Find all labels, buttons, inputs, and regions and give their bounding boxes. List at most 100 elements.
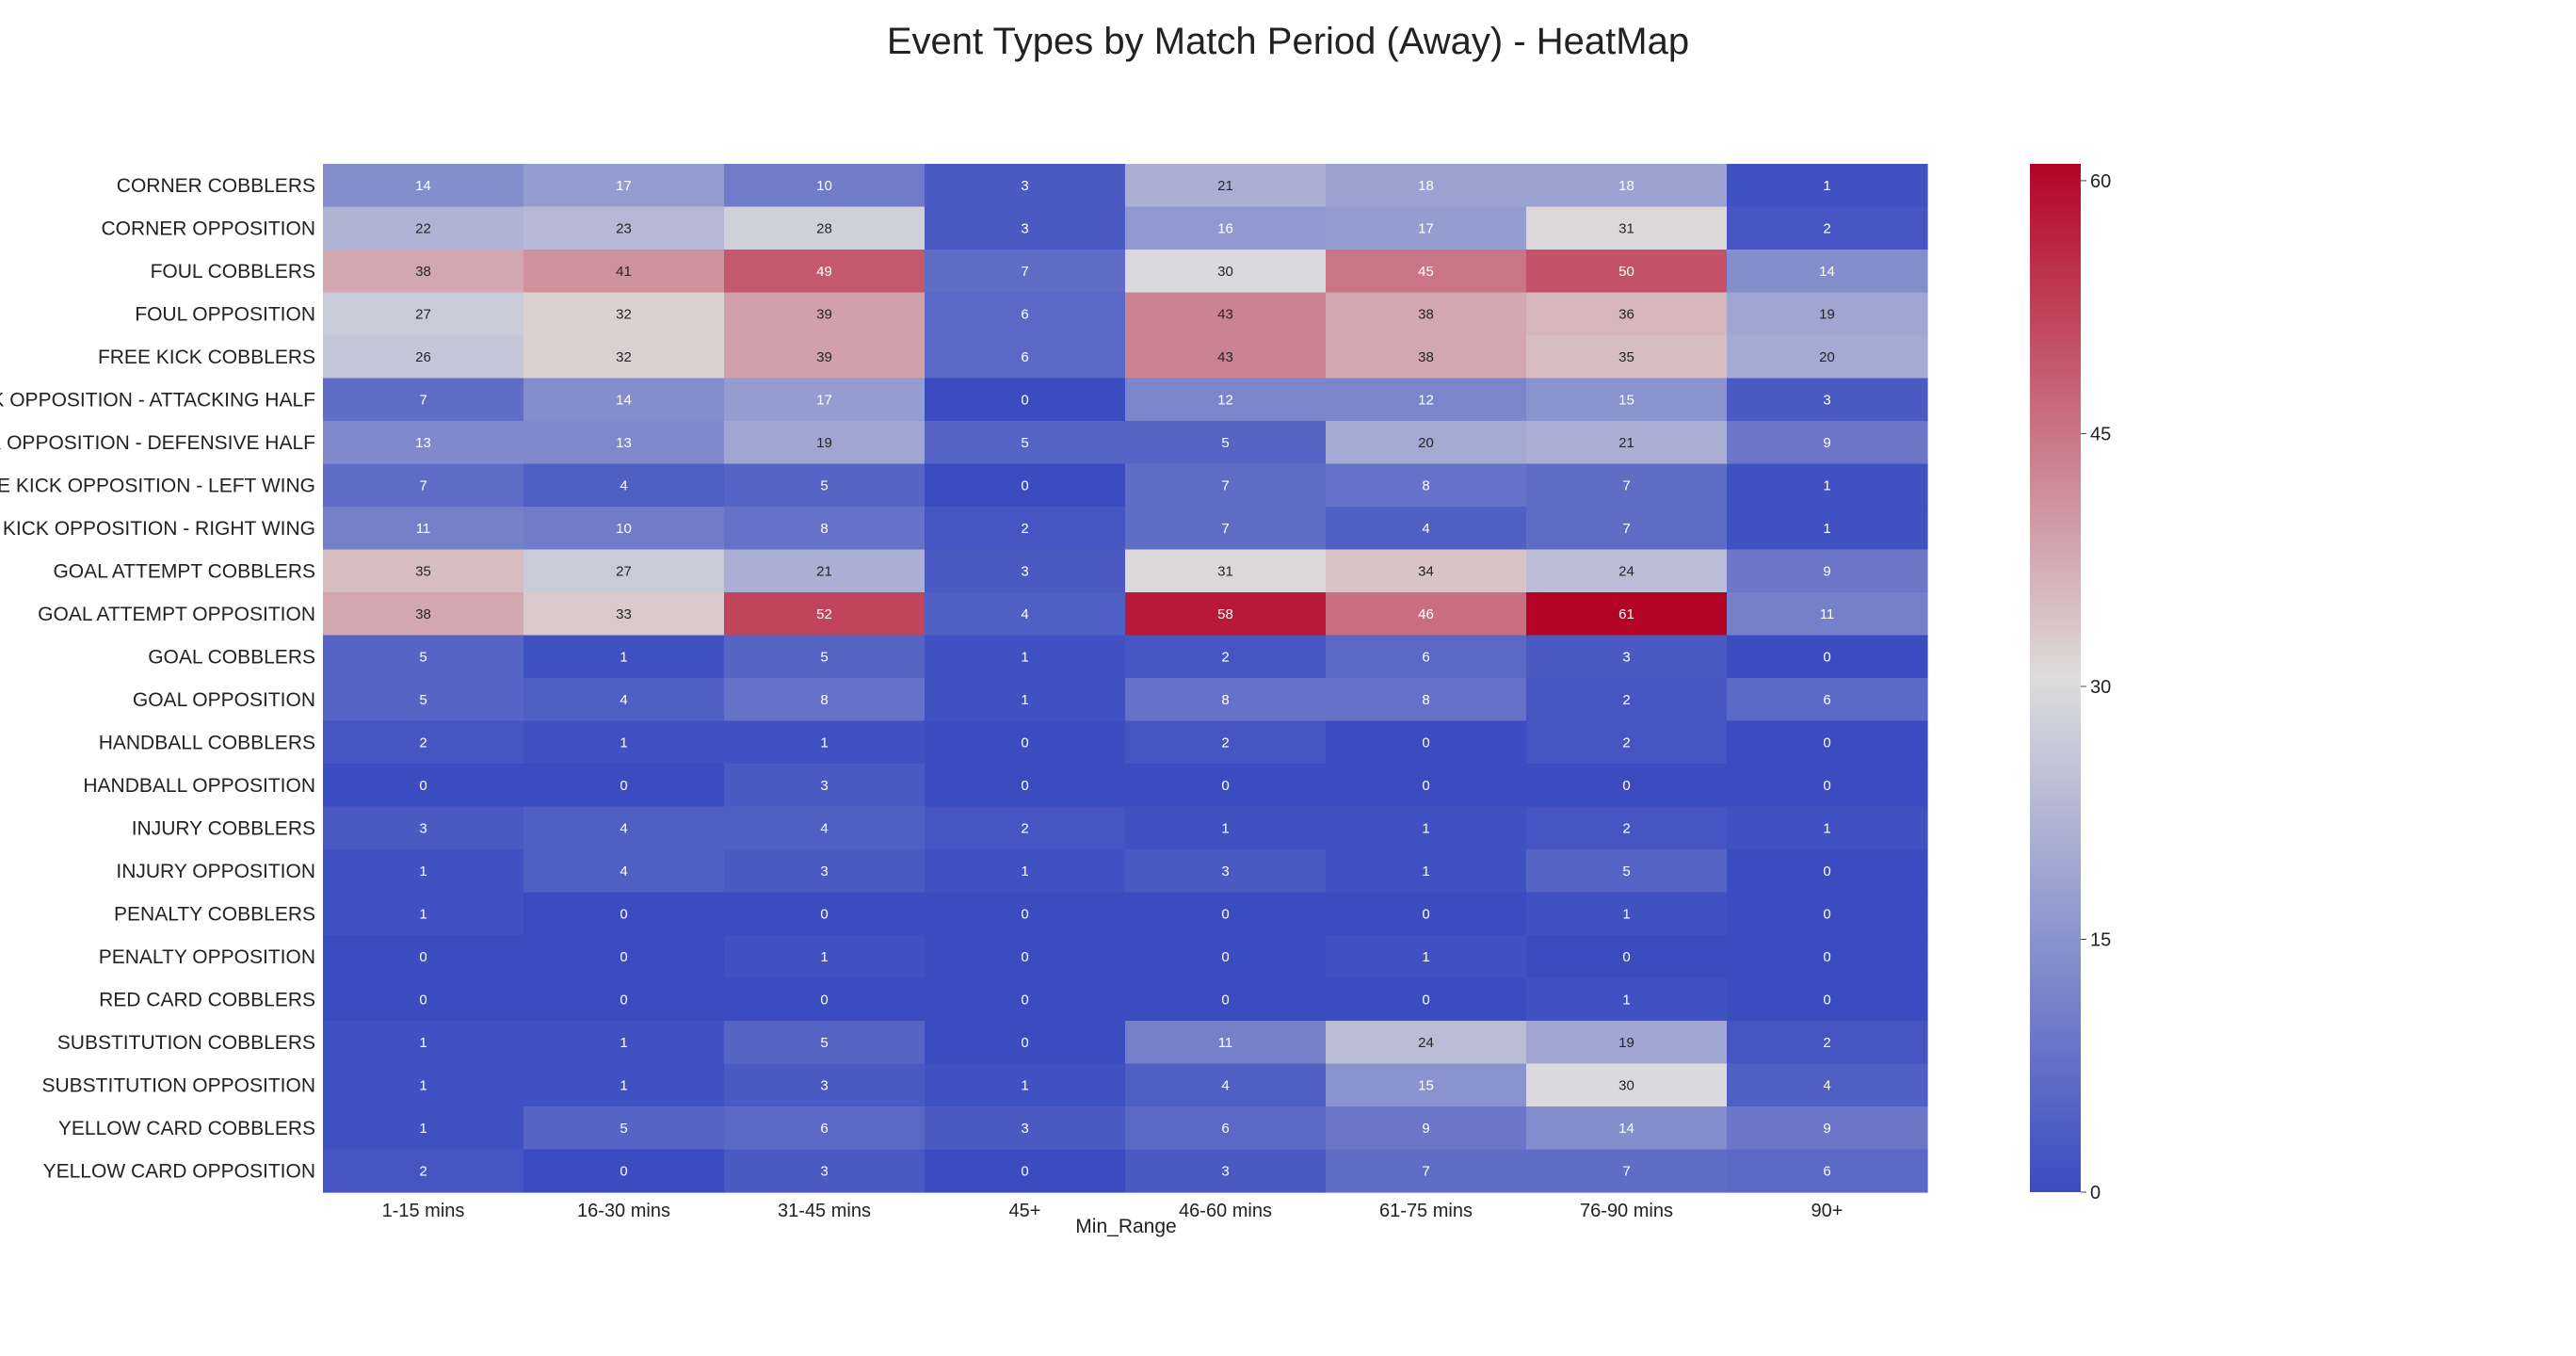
cell-value-label: 6: [1021, 349, 1028, 365]
cell-value-label: 6: [1021, 306, 1028, 322]
cell-value-label: 43: [1217, 349, 1233, 365]
cell-value-label: 0: [620, 949, 627, 965]
cell-value-label: 5: [419, 649, 427, 665]
heatmap-cell: [323, 292, 524, 336]
column-label: 16-30 mins: [577, 1201, 670, 1221]
cell-value-label: 0: [1823, 864, 1830, 880]
heatmap-cell: [1326, 635, 1527, 679]
heatmap-cell: [323, 592, 524, 637]
cell-value-label: 43: [1217, 306, 1233, 322]
cell-value-label: 18: [1418, 178, 1434, 194]
heatmap-cell: [724, 977, 926, 1022]
heatmap-cell: [523, 507, 725, 551]
cell-value-label: 0: [1823, 778, 1830, 794]
heatmap-cell: [925, 250, 1126, 294]
cell-value-label: 13: [415, 435, 431, 451]
heatmap-cell: [1727, 720, 1928, 765]
cell-value-label: 1: [1823, 820, 1830, 836]
cell-value-label: 23: [616, 220, 632, 236]
cell-value-label: 38: [1418, 349, 1434, 365]
heatmap-cell: [1326, 164, 1527, 208]
heatmap-cell: [323, 421, 524, 465]
heatmap-cell: [925, 378, 1126, 422]
cell-value-label: 3: [820, 864, 828, 880]
colorbar-tick-label: 45: [2090, 424, 2111, 444]
heatmap-cell: [1125, 421, 1327, 465]
heatmap-cell: [724, 1021, 926, 1065]
cell-value-label: 2: [1823, 1035, 1830, 1051]
heatmap-cell: [1727, 892, 1928, 936]
heatmap-cell: [1526, 164, 1728, 208]
cell-value-label: 8: [1422, 692, 1429, 708]
heatmap-cell: [323, 164, 524, 208]
cell-value-label: 0: [1021, 906, 1028, 922]
heatmap-cell: [323, 250, 524, 294]
cell-value-label: 0: [620, 992, 627, 1008]
heatmap-cell: [724, 250, 926, 294]
heatmap-cell: [523, 849, 725, 894]
cell-value-label: 2: [1221, 734, 1229, 751]
cell-value-label: 1: [620, 1035, 627, 1051]
cell-value-label: 0: [1622, 949, 1630, 965]
heatmap-cell: [1526, 678, 1728, 722]
heatmap-cell: [1526, 549, 1728, 593]
heatmap-cell: [323, 507, 524, 551]
heatmap-cell: [1125, 250, 1327, 294]
row-label: PENALTY OPPOSITION: [99, 946, 315, 968]
heatmap-cell: [925, 635, 1126, 679]
cell-value-label: 2: [419, 734, 427, 751]
cell-value-label: 0: [1422, 992, 1429, 1008]
cell-value-label: 49: [816, 264, 832, 280]
cell-value-label: 4: [1021, 606, 1028, 622]
cell-value-label: 1: [419, 1121, 427, 1137]
heatmap-cell: [1125, 764, 1327, 808]
heatmap-cell: [1727, 592, 1928, 637]
row-label: CORNER COBBLERS: [117, 175, 315, 197]
cell-value-label: 14: [1819, 264, 1835, 280]
cell-value-label: 2: [1622, 734, 1630, 751]
heatmap-cell: [1125, 977, 1327, 1022]
heatmap-cell: [523, 892, 725, 936]
heatmap-cell: [1727, 935, 1928, 979]
heatmap-cell: [1125, 1063, 1327, 1107]
heatmap-cell: [1125, 206, 1327, 250]
cell-value-label: 19: [1819, 306, 1835, 322]
cell-value-label: 1: [419, 1035, 427, 1051]
chart-title: Event Types by Match Period (Away) - Hea…: [887, 21, 1689, 62]
cell-value-label: 9: [1823, 435, 1830, 451]
heatmap-cell: [925, 849, 1126, 894]
heatmap-cell: [523, 806, 725, 850]
cell-value-label: 28: [816, 220, 832, 236]
heatmap-cell: [1727, 678, 1928, 722]
colorbar-tick-label: 15: [2090, 929, 2111, 950]
cell-value-label: 2: [1823, 220, 1830, 236]
cell-value-label: 7: [1422, 1163, 1429, 1179]
cell-value-label: 3: [1823, 392, 1830, 408]
heatmap-cell: [1727, 292, 1928, 336]
cell-value-label: 36: [1618, 306, 1634, 322]
heatmap-cell: [1727, 250, 1928, 294]
heatmap-cell: [925, 421, 1126, 465]
cell-value-label: 39: [816, 349, 832, 365]
cell-value-label: 38: [1418, 306, 1434, 322]
cell-value-label: 0: [1021, 734, 1028, 751]
heatmap-cell: [523, 635, 725, 679]
heatmap-cell: [724, 764, 926, 808]
heatmap-cell: [1526, 1106, 1728, 1151]
heatmap-cell: [1326, 206, 1527, 250]
cell-value-label: 4: [1823, 1077, 1830, 1093]
heatmap-cell: [1326, 549, 1527, 593]
heatmap-cell: [1125, 720, 1327, 765]
heatmap-cell: [1125, 678, 1327, 722]
column-labels: 1-15 mins 16-30 mins 31-45 mins 45+ 46-60 mi…: [382, 1201, 1843, 1221]
heatmap-cell: [323, 549, 524, 593]
heatmap-cell: [1526, 592, 1728, 637]
heatmap-cell: [724, 378, 926, 422]
cell-value-label: 30: [1217, 264, 1233, 280]
heatmap-cell: [925, 892, 1126, 936]
heatmap-cell: [1125, 806, 1327, 850]
row-label: RED CARD COBBLERS: [99, 989, 315, 1010]
heatmap-cell: [1727, 849, 1928, 894]
column-label: 45+: [1009, 1201, 1041, 1221]
